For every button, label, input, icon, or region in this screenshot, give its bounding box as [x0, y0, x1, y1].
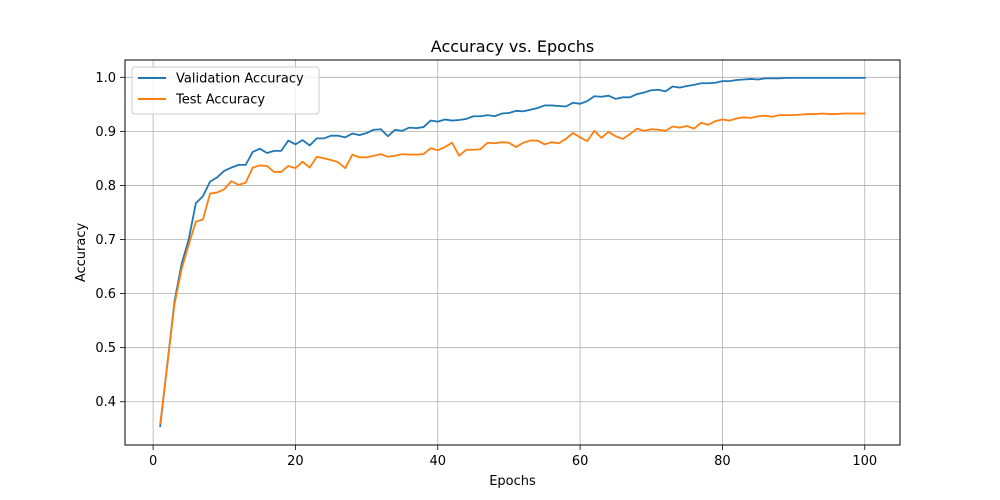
y-tick-label: 0.9 — [95, 125, 116, 140]
y-tick-label: 0.4 — [95, 395, 116, 410]
x-tick-label: 100 — [852, 454, 877, 469]
x-tick-label: 40 — [430, 454, 447, 469]
grid — [125, 60, 900, 445]
y-tick-label: 0.7 — [95, 233, 116, 248]
y-tick-label: 0.8 — [95, 179, 116, 194]
x-tick-label: 80 — [714, 454, 731, 469]
y-tick-label: 0.6 — [95, 287, 116, 302]
legend-box — [131, 66, 320, 115]
plot-lines — [159, 76, 866, 428]
y-tick-label: 0.5 — [95, 341, 116, 356]
x-tick-label: 60 — [572, 454, 589, 469]
legend-label-test: Test Accuracy — [175, 93, 265, 108]
y-tick-label: 1.0 — [95, 71, 116, 86]
x-tick-label: 20 — [287, 454, 304, 469]
x-tick-label: 0 — [149, 454, 157, 469]
test-accuracy-line — [159, 112, 866, 425]
legend: Validation Accuracy Test Accuracy — [131, 66, 320, 115]
x-axis-ticks: 0 20 40 60 80 100 — [149, 445, 877, 469]
y-axis-label: Accuracy — [74, 223, 89, 283]
chart-title: Accuracy vs. Epochs — [431, 37, 594, 56]
validation-accuracy-line — [159, 76, 866, 428]
y-axis-ticks: 0.4 0.5 0.6 0.7 0.8 0.9 1.0 — [95, 71, 125, 410]
x-axis-label: Epochs — [489, 474, 536, 489]
legend-label-validation: Validation Accuracy — [176, 72, 304, 87]
plot-frame — [124, 59, 901, 446]
